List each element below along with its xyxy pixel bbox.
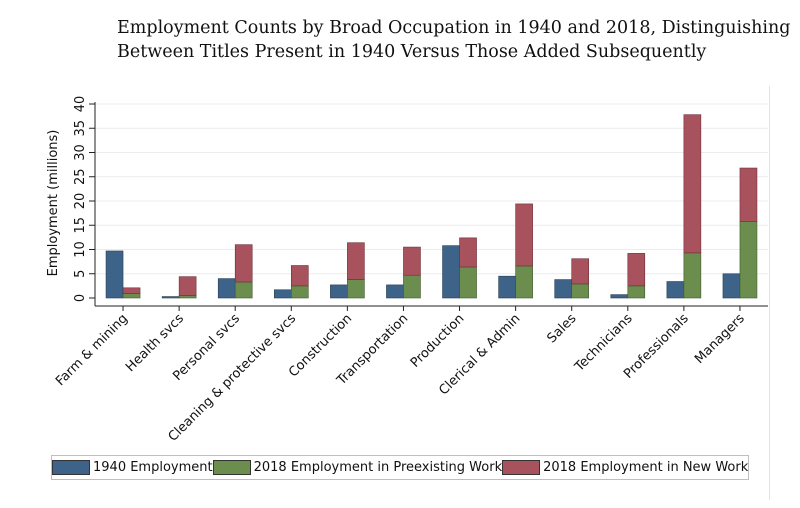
- bar-1940: [105, 250, 124, 299]
- legend-item-2018-new: 2018 Employment in New Work: [502, 460, 748, 475]
- bar-2018-new: [290, 265, 309, 287]
- legend: 1940 Employment 2018 Employment in Preex…: [51, 455, 749, 480]
- bar-2018-new: [515, 203, 533, 267]
- bar-1940: [722, 273, 741, 299]
- bar-1940: [610, 294, 629, 299]
- bar-2018-preexisting: [739, 221, 758, 299]
- bar-1940: [273, 289, 292, 299]
- y-tick-label: 35: [73, 120, 88, 137]
- x-tick-label: Farm & mining: [53, 311, 131, 389]
- legend-item-1940: 1940 Employment: [52, 460, 213, 475]
- x-tick-label: Managers: [692, 311, 748, 367]
- bar-2018-new: [459, 237, 477, 268]
- bar-1940: [217, 278, 236, 299]
- y-tick-label: 40: [73, 96, 88, 113]
- bar-1940: [161, 296, 180, 299]
- legend-label-2018-new: 2018 Employment in New Work: [543, 460, 749, 475]
- legend-label-1940: 1940 Employment: [93, 460, 213, 475]
- bar-2018-new: [122, 287, 141, 294]
- bar-1940: [498, 275, 516, 299]
- chart-frame-edge: [769, 86, 770, 500]
- y-tick-label: 10: [73, 241, 88, 258]
- bar-1940: [330, 284, 348, 299]
- y-tick-label: 5: [73, 270, 88, 278]
- y-axis-label: Employment (millions): [46, 130, 61, 277]
- legend-swatch-1940: [52, 460, 90, 475]
- bar-2018-preexisting: [459, 266, 477, 299]
- legend-swatch-2018-new: [502, 460, 541, 475]
- bar-2018-new: [234, 244, 253, 283]
- bar-2018-preexisting: [627, 285, 646, 299]
- y-axis: 0 5 10 15 20 25 30 35 40: [73, 96, 96, 306]
- legend-swatch-2018-preexisting: [212, 460, 251, 475]
- bar-2018-new: [571, 258, 590, 285]
- gridlines: [95, 103, 768, 275]
- bar-2018-new: [683, 114, 702, 254]
- y-tick-label: 25: [73, 168, 88, 185]
- bar-1940: [442, 245, 460, 299]
- y-tick-label: 15: [73, 217, 88, 234]
- bar-2018-new: [739, 167, 758, 222]
- bar-2018-preexisting: [347, 279, 365, 299]
- bar-2018-preexisting: [515, 265, 533, 299]
- chart-title-line-2: Between Titles Present in 1940 Versus Th…: [117, 42, 707, 62]
- bar-2018-new: [627, 253, 646, 287]
- x-tick-label: Production: [408, 311, 468, 371]
- bar-2018-preexisting: [403, 274, 421, 299]
- bar-1940: [554, 279, 573, 299]
- bars: [105, 114, 758, 299]
- bar-2018-preexisting: [178, 295, 197, 299]
- bar-2018-preexisting: [122, 293, 141, 299]
- bar-2018-new: [178, 276, 197, 296]
- y-tick-label: 0: [73, 294, 88, 302]
- bar-2018-preexisting: [571, 283, 590, 299]
- bar-2018-new: [347, 242, 365, 280]
- bar-2018-preexisting: [683, 252, 702, 299]
- bar-1940: [666, 281, 685, 299]
- legend-item-2018-preexisting: 2018 Employment in Preexisting Work: [212, 460, 503, 475]
- y-tick-label: 20: [73, 193, 88, 210]
- x-tick-label: Sales: [544, 311, 579, 346]
- legend-label-2018-preexisting: 2018 Employment in Preexisting Work: [253, 460, 503, 475]
- bar-2018-preexisting: [290, 285, 309, 299]
- y-tick-label: 30: [73, 144, 88, 161]
- bar-1940: [386, 284, 404, 299]
- chart-title: Employment Counts by Broad Occupation in…: [117, 16, 791, 64]
- chart-title-line-1: Employment Counts by Broad Occupation in…: [117, 18, 791, 38]
- bar-2018-preexisting: [234, 281, 253, 299]
- bar-2018-new: [403, 246, 421, 276]
